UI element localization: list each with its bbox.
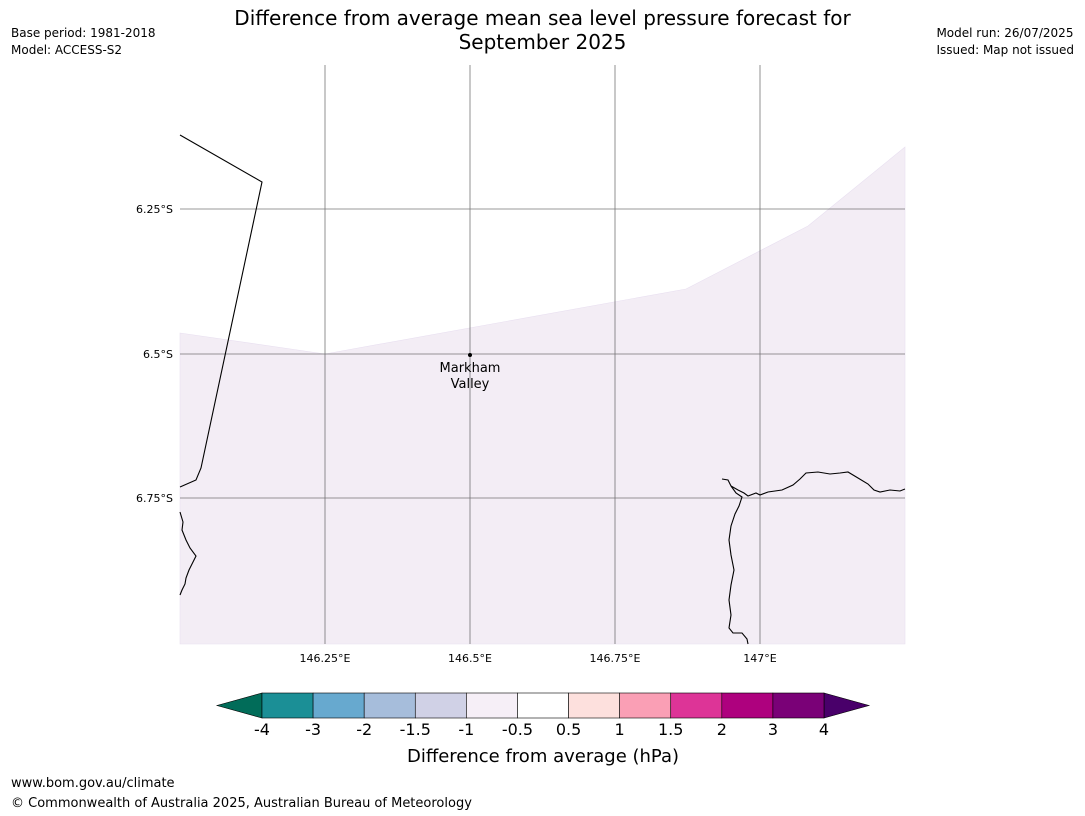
east-coastline xyxy=(721,471,906,497)
colorbar-swatch xyxy=(517,692,569,719)
colorbar-tick-label: 2 xyxy=(717,720,727,739)
coastlines xyxy=(179,134,906,645)
colorbar-tick-label: -3 xyxy=(305,720,321,739)
model-name: Model: ACCESS-S2 xyxy=(11,43,123,57)
border-line xyxy=(179,134,263,488)
footer-copyright: © Commonwealth of Australia 2025, Austra… xyxy=(11,796,472,811)
colorbar-swatch xyxy=(466,692,518,719)
lon-label-147: 147°E xyxy=(743,652,776,665)
colorbar-tick-label: 0.5 xyxy=(556,720,581,739)
colorbar-swatch xyxy=(261,692,314,719)
colorbar-swatch xyxy=(721,692,774,719)
colorbar-tick-label: -1.5 xyxy=(400,720,431,739)
base-period: Base period: 1981-2018 xyxy=(11,26,156,40)
place-label-line2: Valley xyxy=(451,377,490,392)
lon-label-146-75: 146.75°E xyxy=(590,652,641,665)
markham-valley-marker xyxy=(468,353,472,357)
lon-label-146-5: 146.5°E xyxy=(448,652,492,665)
model-run: Model run: 26/07/2025 xyxy=(936,26,1074,40)
colorbar-swatch xyxy=(619,692,672,719)
colorbar-tick-label: -4 xyxy=(254,720,270,739)
footer-url: www.bom.gov.au/climate xyxy=(11,776,175,791)
pressure-anomaly-field xyxy=(179,146,906,645)
colorbar-tick-label: 1.5 xyxy=(658,720,683,739)
gridlines xyxy=(180,65,905,644)
place-label-line1: Markham xyxy=(440,361,501,376)
west-coastline xyxy=(179,511,197,596)
colorbar-swatch xyxy=(568,692,620,719)
colorbar-tick-label: 1 xyxy=(615,720,625,739)
peninsula-coastline xyxy=(728,485,749,645)
map-title-line1: Difference from average mean sea level p… xyxy=(234,6,851,30)
colorbar-over-arrow xyxy=(823,692,871,719)
colorbar-tick-label: -1 xyxy=(458,720,474,739)
latitude-labels: 6.25°S 6.5°S 6.75°S xyxy=(136,203,173,505)
colorbar-under-arrow xyxy=(215,692,263,719)
colorbar-tick-label: -0.5 xyxy=(502,720,533,739)
lat-label-6-5: 6.5°S xyxy=(143,348,173,361)
colorbar-ticks: -4 -3 -2 -1.5 -1 -0.5 0.5 1 1.5 2 3 4 xyxy=(254,720,829,739)
lat-label-6-25: 6.25°S xyxy=(136,203,173,216)
colorbar-swatch xyxy=(363,692,416,719)
meta-right: Model run: 26/07/2025 Issued: Map not is… xyxy=(936,25,1074,59)
map-title-line2: September 2025 xyxy=(458,30,627,54)
longitude-labels: 146.25°E 146.5°E 146.75°E 147°E xyxy=(300,652,777,665)
colorbar: -4 -3 -2 -1.5 -1 -0.5 0.5 1 1.5 2 3 4 Difference fr… xyxy=(215,692,871,767)
lon-label-146-25: 146.25°E xyxy=(300,652,351,665)
colorbar-title: Difference from average (hPa) xyxy=(407,746,679,767)
colorbar-tick-label: -2 xyxy=(356,720,372,739)
map-title: Difference from average mean sea level p… xyxy=(0,6,1085,54)
colorbar-swatches xyxy=(261,692,825,719)
colorbar-swatch xyxy=(772,692,825,719)
colorbar-tick-label: 4 xyxy=(819,720,829,739)
lat-label-6-75: 6.75°S xyxy=(136,492,173,505)
colorbar-swatch xyxy=(670,692,723,719)
colorbar-swatch xyxy=(312,692,365,719)
meta-left: Base period: 1981-2018 Model: ACCESS-S2 xyxy=(11,25,156,59)
issued-status: Issued: Map not issued xyxy=(936,43,1074,57)
colorbar-tick-label: 3 xyxy=(768,720,778,739)
colorbar-swatch xyxy=(414,692,467,719)
